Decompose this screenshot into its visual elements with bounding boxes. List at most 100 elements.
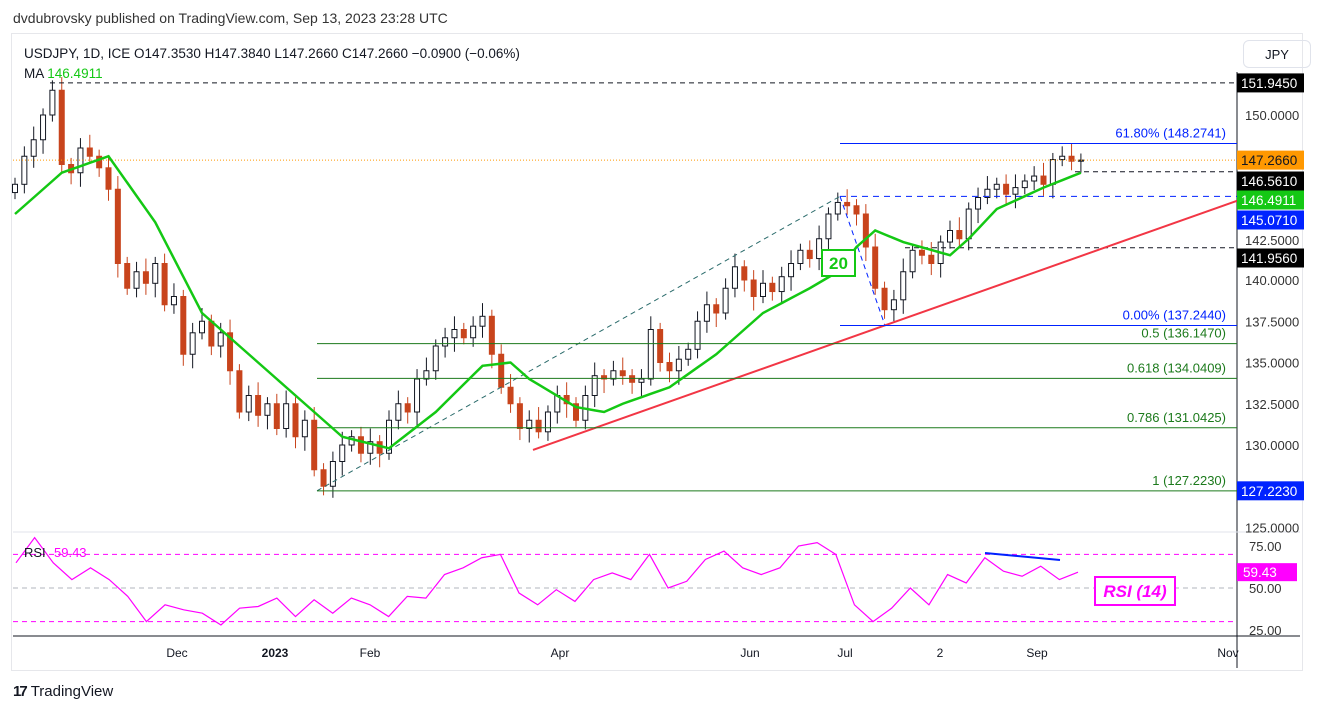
candle-body [900,271,907,301]
currency-button[interactable]: JPY [1243,40,1311,68]
candle-body [1031,175,1038,182]
time-tick-label: 2023 [262,646,289,660]
candle-body [105,167,112,190]
candle-body [86,147,93,157]
time-tick-label: 2 [937,646,944,660]
candle-body [928,254,935,264]
candle-body [386,419,392,454]
rsi-annotation-label: RSI (14) [1103,582,1167,601]
time-tick-label: Jun [740,646,759,660]
candle-body [301,419,308,438]
price-badge-label: 145.0710 [1241,213,1297,228]
price-tick-label: 150.0000 [1245,108,1299,123]
candle-body [217,332,224,347]
rsi-divergence-line [984,552,1061,561]
candle-body [12,183,18,194]
ma-period-tag [821,249,856,277]
candle-body [750,279,757,297]
candle-body [1040,175,1047,185]
candle-body [1059,155,1066,161]
candle-body [1012,187,1019,195]
candle-body [1068,155,1075,162]
rsi-tick-label: 50.00 [1249,581,1282,596]
candle-body [357,436,364,454]
price-badge-label: 146.4911 [1241,193,1296,208]
price-badge [1237,481,1304,501]
tradingview-logo[interactable]: 17 TradingView [13,683,113,700]
candle-body [236,370,243,413]
candle-body [367,441,374,454]
candle-body [227,332,234,372]
candle-body [984,188,991,198]
candle-body [760,282,766,297]
rsi-tick-label: 75.00 [1249,539,1282,554]
candle-body [180,296,187,355]
candle-body [666,362,673,372]
candle-body [993,183,1000,190]
candle-body [96,155,103,169]
price-badge [1237,73,1304,93]
candle-body [488,315,495,355]
symbol-legend: USDJPY, 1D, ICE O147.3530 H147.3840 L147… [24,46,520,61]
price-tick-label: 135.0000 [1245,356,1299,371]
price-badge-label: 127.2230 [1241,484,1297,499]
rsi-annotation-box [1094,576,1176,606]
candle-body [161,263,168,306]
candle-body [311,419,318,471]
candle-body [208,320,215,347]
fib-level-label: 0.5 (136.1470) [1141,326,1226,341]
candle-body [778,276,785,293]
candle-body [975,197,982,210]
candle-body [610,370,617,380]
candle-body [685,348,692,360]
candle-body [862,213,869,248]
fib-level-label: 61.80% (148.2741) [1115,125,1226,140]
candle-body [629,375,636,383]
price-badge [1237,171,1304,191]
candle-body [320,469,327,487]
candle-body [1077,159,1084,162]
candle-body [292,403,299,438]
candle-body [947,230,953,243]
candle-body [601,375,608,380]
chart-frame [11,33,1303,671]
candle-body [638,378,645,383]
candle-body [395,403,402,421]
price-badge [1237,150,1304,170]
price-badge-label: 146.5610 [1241,174,1297,189]
candle-body [404,403,411,413]
price-badge [1237,248,1304,268]
candle-body [152,263,159,284]
candle-body [479,315,486,327]
ma-label: MA [24,66,44,81]
candle-body [544,411,551,433]
candle-body [834,201,841,215]
candle-body [797,249,804,265]
time-tick-label: Dec [166,646,187,660]
candle-body [825,213,832,240]
candle-body [507,386,514,405]
candle-body [872,246,879,289]
candle-body [647,329,654,380]
candle-body [741,266,748,281]
candle-body [713,304,720,314]
price-tick-label: 125.0000 [1245,521,1299,536]
candle-body [133,271,140,289]
candle-body [918,249,925,256]
candle-body [965,208,972,240]
rsi-value-badge-label: 59.43 [1243,565,1277,580]
candle-body [573,403,579,421]
candle-body [414,378,421,413]
rsi-tick-label: 25.00 [1249,623,1282,638]
candle-body [199,320,205,334]
candle-body [909,249,916,273]
candle-body [657,329,664,363]
candle-body [30,139,37,157]
candle-body [806,249,813,260]
candle-body [460,329,467,339]
candle-body [40,114,47,141]
candle-body [189,332,196,355]
fib-level-label: 0.618 (134.0409) [1127,360,1226,375]
price-tick-label: 142.5000 [1245,233,1299,248]
